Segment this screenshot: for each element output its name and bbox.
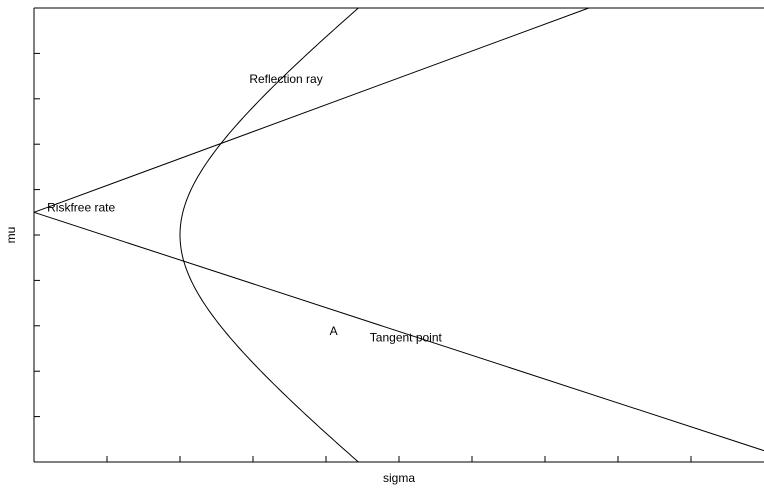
annotation-tangent-point: Tangent point — [370, 331, 443, 345]
efficient-frontier-curve — [179, 7, 359, 463]
annotation-reflection-ray: Reflection ray — [249, 72, 322, 86]
annotation-a: A — [330, 324, 338, 338]
tangent-ray-line — [33, 211, 764, 452]
annotation-riskfree-rate: Riskfree rate — [47, 200, 115, 214]
curves-group — [33, 7, 764, 463]
reflection-ray-line — [33, 7, 589, 213]
ticks-group — [34, 52, 692, 462]
x-axis-label: sigma — [383, 471, 415, 485]
plot-area — [34, 8, 764, 462]
y-axis-label: mu — [4, 227, 18, 244]
annotations-group: Reflection ray Riskfree rate A Tangent poin… — [47, 72, 442, 345]
